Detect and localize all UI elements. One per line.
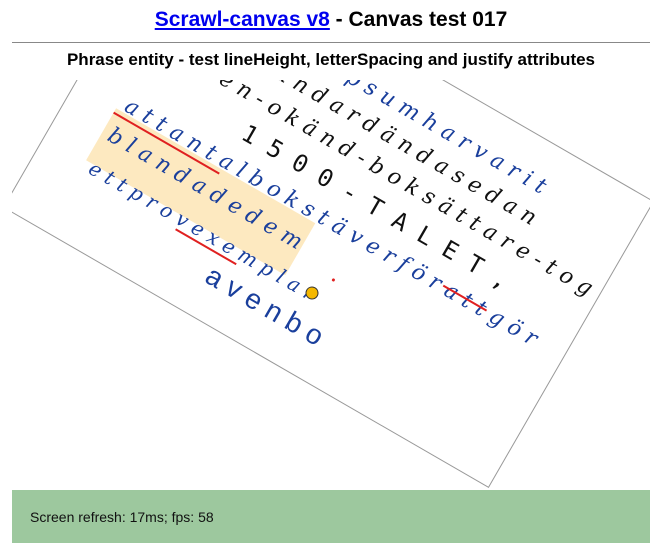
underline-stroke-1 (113, 111, 220, 175)
underline-stroke-2 (175, 228, 237, 266)
scrawl-canvas-link[interactable]: Scrawl-canvas v8 (154, 8, 330, 31)
demo-canvas[interactable]: m i p s u m h a r v a r i t s t a n d a … (12, 80, 650, 490)
pivot-handle[interactable] (304, 285, 320, 301)
page-title: Scrawl-canvas v8 - Canvas test 017 (0, 8, 662, 32)
status-bar: Screen refresh: 17ms; fps: 58 (12, 490, 650, 543)
highlight-box (86, 108, 316, 276)
canvas-svg: m i p s u m h a r v a r i t s t a n d a … (12, 80, 650, 488)
title-divider (12, 42, 650, 43)
phrase-block-frame (12, 80, 650, 488)
underline-stroke-3 (442, 284, 488, 312)
page-title-rest: - Canvas test 017 (329, 8, 508, 31)
page-subtitle: Phrase entity - test lineHeight, letterS… (66, 50, 596, 69)
status-text: Screen refresh: 17ms; fps: 58 (30, 509, 214, 525)
pivot-dot (331, 278, 335, 282)
